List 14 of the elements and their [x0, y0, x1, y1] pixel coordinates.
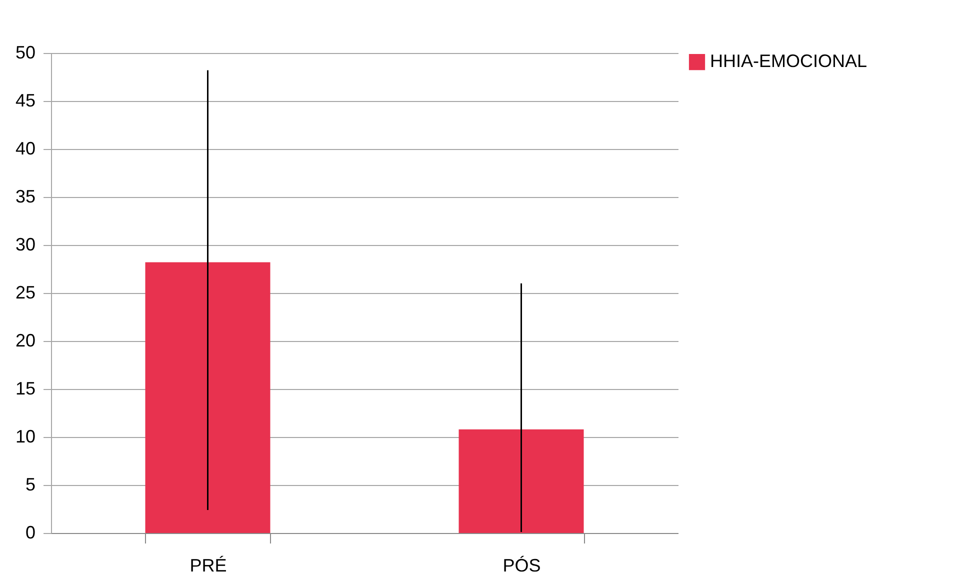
- y-tick-label: 45: [15, 90, 36, 110]
- y-tick-label: 35: [15, 186, 36, 206]
- y-tick-label: 0: [25, 522, 36, 542]
- y-tick-label: 15: [15, 378, 36, 398]
- y-tick-label: 40: [15, 138, 36, 158]
- y-tick-label: 10: [15, 426, 36, 446]
- y-tick-label: 25: [15, 282, 36, 302]
- legend-label: HHIA-EMOCIONAL: [710, 51, 868, 71]
- y-tick-label: 5: [25, 474, 36, 494]
- y-tick-label: 20: [15, 330, 36, 350]
- x-tick-label: PRÉ: [190, 556, 227, 576]
- y-tick-label: 50: [15, 42, 36, 62]
- y-tick-label: 30: [15, 234, 36, 254]
- x-tick-label: PÓS: [502, 556, 541, 576]
